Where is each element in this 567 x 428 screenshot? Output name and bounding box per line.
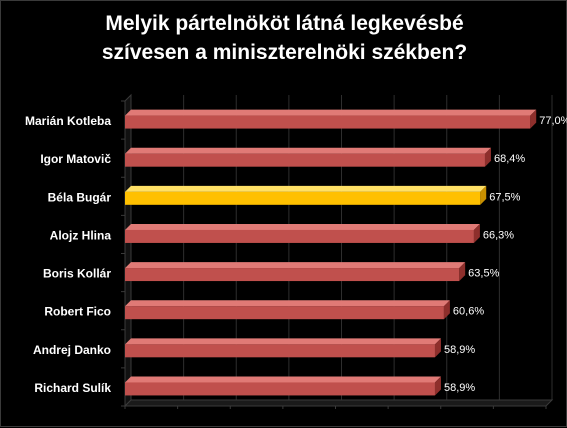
category-label: Igor Matovič xyxy=(40,152,111,166)
value-label: 67,5% xyxy=(489,191,520,203)
bar-highlighted xyxy=(125,191,481,205)
value-label: 60,6% xyxy=(453,306,484,318)
chart-title-line-2: szívesen a miniszterelnöki székben? xyxy=(101,41,468,64)
value-label: 58,9% xyxy=(444,344,475,356)
floor xyxy=(123,399,554,407)
bar-end xyxy=(459,262,466,282)
bar-top xyxy=(125,376,441,383)
chart-title-line-1: Melyik pártelnököt látná legkevésbé xyxy=(105,12,464,35)
bar-end xyxy=(484,147,491,167)
bar-end xyxy=(434,338,441,358)
bar xyxy=(125,382,435,396)
chart-title: Melyik pártelnököt látná legkevésbé szív… xyxy=(1,9,567,67)
value-label: 68,4% xyxy=(494,153,525,165)
bar xyxy=(125,153,485,167)
bar-top xyxy=(125,300,450,307)
bar xyxy=(125,115,531,129)
bar-top xyxy=(125,338,441,345)
bar-end xyxy=(443,300,450,320)
bar-end xyxy=(530,109,537,129)
bar xyxy=(125,229,474,243)
left-wall xyxy=(124,93,132,408)
value-label: 77,0% xyxy=(539,115,567,127)
bar-end xyxy=(434,376,441,396)
bar xyxy=(125,268,460,282)
value-label: 66,3% xyxy=(483,229,514,241)
category-label: Boris Kollár xyxy=(43,267,111,281)
category-label: Andrej Danko xyxy=(33,343,111,357)
bar-top xyxy=(125,147,491,154)
bar-top xyxy=(125,223,480,230)
category-label: Richard Sulík xyxy=(34,381,111,395)
bar-top xyxy=(125,262,466,269)
value-label: 58,9% xyxy=(444,382,475,394)
bar xyxy=(125,306,444,320)
category-label: Alojz Hlina xyxy=(50,228,112,242)
bar-end xyxy=(480,185,487,205)
category-label: Robert Fico xyxy=(44,305,111,319)
bar xyxy=(125,344,435,358)
value-label: 63,5% xyxy=(468,268,499,280)
bar-top xyxy=(125,185,487,192)
category-label: Marián Kotleba xyxy=(25,114,111,128)
bar-top xyxy=(125,109,537,116)
bar-end xyxy=(473,223,480,243)
category-label: Béla Bugár xyxy=(48,190,112,204)
